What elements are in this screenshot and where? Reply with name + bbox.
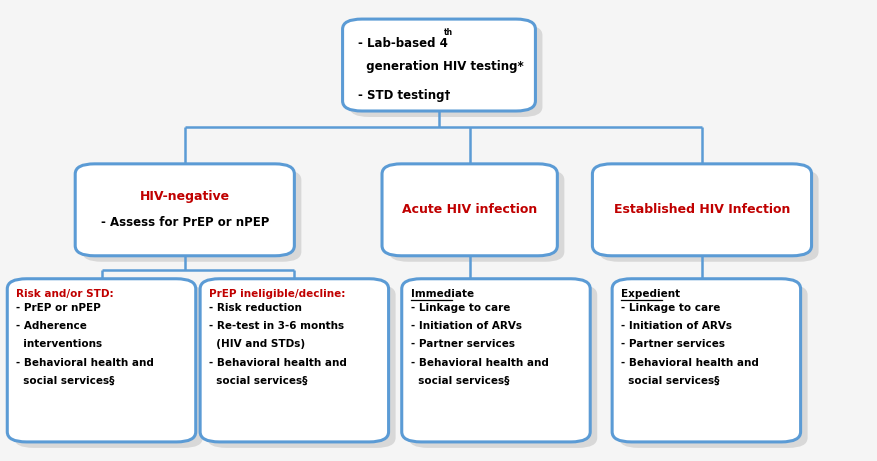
- FancyBboxPatch shape: [200, 279, 389, 442]
- Text: - Linkage to care: - Linkage to care: [410, 303, 510, 313]
- FancyBboxPatch shape: [611, 279, 800, 442]
- Text: - Behavioral health and: - Behavioral health and: [620, 358, 758, 368]
- Text: Established HIV Infection: Established HIV Infection: [613, 203, 789, 216]
- Text: - Initiation of ARVs: - Initiation of ARVs: [410, 321, 521, 331]
- Text: th: th: [444, 28, 453, 37]
- FancyBboxPatch shape: [618, 285, 807, 448]
- Text: - Assess for PrEP or nPEP: - Assess for PrEP or nPEP: [101, 216, 268, 229]
- FancyBboxPatch shape: [599, 170, 817, 262]
- Text: - Behavioral health and: - Behavioral health and: [209, 358, 346, 368]
- FancyBboxPatch shape: [409, 285, 596, 448]
- Text: - Linkage to care: - Linkage to care: [620, 303, 719, 313]
- FancyBboxPatch shape: [389, 170, 564, 262]
- FancyBboxPatch shape: [75, 164, 294, 256]
- FancyBboxPatch shape: [349, 25, 542, 117]
- FancyBboxPatch shape: [342, 19, 535, 111]
- FancyBboxPatch shape: [381, 164, 557, 256]
- Text: - Adherence: - Adherence: [16, 321, 87, 331]
- FancyBboxPatch shape: [402, 279, 589, 442]
- Text: - Partner services: - Partner services: [620, 339, 724, 349]
- Text: - Behavioral health and: - Behavioral health and: [410, 358, 548, 368]
- Text: Immediate: Immediate: [410, 289, 473, 299]
- Text: social services§: social services§: [410, 376, 509, 386]
- Text: - Lab-based 4: - Lab-based 4: [358, 36, 448, 49]
- Text: - Initiation of ARVs: - Initiation of ARVs: [620, 321, 731, 331]
- Text: interventions: interventions: [16, 339, 102, 349]
- FancyBboxPatch shape: [7, 279, 196, 442]
- Text: - Risk reduction: - Risk reduction: [209, 303, 302, 313]
- Text: - PrEP or nPEP: - PrEP or nPEP: [16, 303, 101, 313]
- Text: - Behavioral health and: - Behavioral health and: [16, 358, 153, 368]
- FancyBboxPatch shape: [82, 170, 301, 262]
- Text: social services§: social services§: [209, 376, 307, 386]
- Text: Risk and/or STD:: Risk and/or STD:: [16, 289, 113, 299]
- Text: Acute HIV infection: Acute HIV infection: [402, 203, 537, 216]
- FancyBboxPatch shape: [14, 285, 203, 448]
- Text: - Re-test in 3-6 months: - Re-test in 3-6 months: [209, 321, 344, 331]
- Text: social services§: social services§: [16, 376, 114, 386]
- Text: HIV-negative: HIV-negative: [139, 190, 230, 203]
- Text: Expedient: Expedient: [620, 289, 680, 299]
- Text: - STD testing†: - STD testing†: [358, 89, 450, 102]
- Text: social services§: social services§: [620, 376, 718, 386]
- FancyBboxPatch shape: [207, 285, 396, 448]
- Text: PrEP ineligible/decline:: PrEP ineligible/decline:: [209, 289, 345, 299]
- Text: (HIV and STDs): (HIV and STDs): [209, 339, 304, 349]
- Text: - Partner services: - Partner services: [410, 339, 514, 349]
- FancyBboxPatch shape: [592, 164, 810, 256]
- Text: generation HIV testing*: generation HIV testing*: [358, 60, 524, 73]
